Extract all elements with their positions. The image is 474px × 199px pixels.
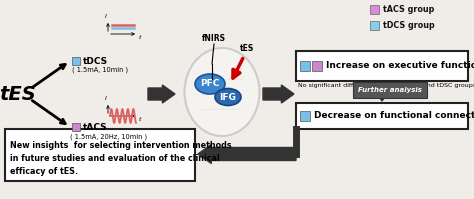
Text: I: I	[105, 14, 107, 19]
Text: tES: tES	[240, 44, 254, 53]
Ellipse shape	[195, 74, 225, 94]
Polygon shape	[263, 85, 294, 103]
Text: t: t	[139, 35, 142, 40]
Bar	[312, 61, 322, 71]
Text: No significant difference between tACS and tDSC groups: No significant difference between tACS a…	[298, 83, 474, 88]
Polygon shape	[374, 83, 391, 101]
Text: tES: tES	[0, 85, 36, 103]
Polygon shape	[198, 144, 296, 164]
Bar	[72, 57, 80, 65]
Text: Decrease on functional connectivity: Decrease on functional connectivity	[314, 111, 474, 121]
Text: PFC: PFC	[201, 79, 219, 89]
Text: t: t	[139, 117, 142, 122]
Text: IFG: IFG	[219, 93, 237, 101]
Text: Further analysis: Further analysis	[358, 87, 422, 93]
Text: tACS: tACS	[83, 123, 108, 132]
Text: I: I	[105, 96, 107, 101]
Polygon shape	[148, 85, 175, 103]
Text: Increase on executive functions: Increase on executive functions	[326, 61, 474, 70]
FancyBboxPatch shape	[296, 51, 468, 81]
Bar	[72, 123, 80, 131]
Ellipse shape	[215, 89, 241, 105]
Text: New insights  for selecting intervention methods
in future studies and evaluatio: New insights for selecting intervention …	[10, 141, 232, 176]
Text: tDCS: tDCS	[83, 57, 108, 65]
FancyBboxPatch shape	[5, 129, 195, 181]
Bar	[370, 21, 379, 30]
Text: fNIRS: fNIRS	[202, 34, 226, 43]
Text: tACS group: tACS group	[383, 5, 434, 14]
Text: ( 1.5mA, 10min ): ( 1.5mA, 10min )	[72, 67, 128, 73]
FancyBboxPatch shape	[353, 82, 427, 98]
Text: ( 1.5mA, 20Hz, 10min ): ( 1.5mA, 20Hz, 10min )	[70, 134, 147, 140]
Bar	[370, 5, 379, 14]
Bar	[300, 61, 310, 71]
FancyBboxPatch shape	[296, 103, 468, 129]
Bar	[300, 111, 310, 121]
Ellipse shape	[184, 48, 259, 136]
Text: tDCS group: tDCS group	[383, 20, 435, 29]
